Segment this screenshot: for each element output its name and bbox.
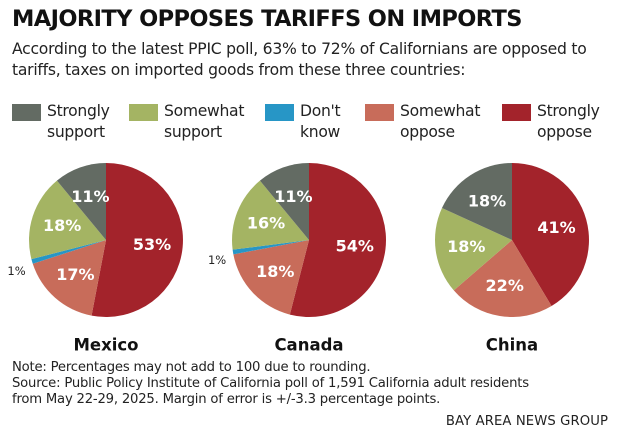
legend: Strongly support Somewhat support Don't … — [12, 101, 616, 147]
legend-label: Strongly support — [47, 101, 110, 143]
pie-slice-label: 22% — [486, 276, 524, 295]
pie-title: Canada — [274, 336, 343, 355]
pie-slice-strongly-support — [441, 163, 512, 240]
chart-subtitle: According to the latest PPIC poll, 63% t… — [12, 40, 587, 79]
pie-slice-label: 18% — [447, 237, 485, 256]
legend-swatch — [129, 104, 158, 121]
footnote: Note: Percentages may not add to 100 due… — [12, 360, 616, 408]
legend-label-line1: Strongly — [47, 102, 110, 120]
legend-swatch — [265, 104, 294, 121]
pie-chart-canada: 54% 18% 1% 16% 11% Canada — [208, 163, 387, 355]
pie-slice-label: 54% — [336, 236, 374, 255]
legend-swatch — [365, 104, 394, 121]
pie-slice-label: 11% — [274, 187, 312, 206]
pie-slice-somewhat-oppose — [32, 240, 106, 316]
pie-slice-somewhat-support — [232, 180, 309, 250]
pie-slice-don-t-know — [31, 240, 107, 264]
legend-label: Don't know — [300, 101, 341, 143]
legend-swatch — [12, 104, 41, 121]
pie-slice-strongly-support — [259, 163, 309, 240]
legend-label-line2: oppose — [400, 123, 455, 141]
pie-title: China — [486, 336, 538, 355]
pie-slice-strongly-oppose — [91, 163, 183, 317]
pie-slice-somewhat-support — [435, 208, 512, 291]
pie-slice-label: 18% — [468, 192, 506, 211]
pie-slice-somewhat-oppose — [233, 240, 309, 315]
legend-swatch — [502, 104, 531, 121]
legend-label: Strongly oppose — [537, 101, 600, 143]
source-line: from May 22-29, 2025. Margin of error is… — [12, 392, 441, 407]
legend-label-line2: support — [47, 123, 105, 141]
pie-slice-label: 17% — [56, 265, 94, 284]
pie-slice-label: 53% — [133, 235, 171, 254]
pie-slice-label: 18% — [43, 216, 81, 235]
legend-label-line2: know — [300, 123, 341, 141]
pie-slice-label: 18% — [256, 262, 294, 281]
legend-label-line1: Somewhat — [400, 102, 481, 120]
chart-title: MAJORITY OPPOSES TARIFFS ON IMPORTS — [12, 6, 522, 32]
pie-charts: 53% 17% 1% 18% 11% Mexico 54% 18% 1% 16% 11% Canad… — [0, 148, 620, 363]
pie-title: Mexico — [73, 336, 138, 355]
pie-slice-strongly-support — [56, 163, 106, 240]
pie-slice-strongly-oppose — [289, 163, 387, 317]
pie-slice-label: 1% — [7, 264, 25, 278]
legend-label: Somewhat support — [164, 101, 244, 143]
pie-slice-strongly-oppose — [512, 163, 589, 307]
source-line: Source: Public Policy Institute of Calif… — [12, 376, 529, 391]
pie-slice-label: 11% — [71, 187, 109, 206]
legend-label-line2: oppose — [537, 123, 592, 141]
legend-label: Somewhat oppose — [400, 101, 480, 143]
pie-chart-china: 41% 22% 18% 18% China — [435, 163, 589, 355]
legend-label-line1: Don't — [300, 102, 341, 120]
pie-slice-somewhat-oppose — [453, 240, 552, 317]
pie-slice-don-t-know — [232, 240, 309, 255]
pie-chart-mexico: 53% 17% 1% 18% 11% Mexico — [7, 163, 183, 355]
legend-label-line1: Strongly — [537, 102, 600, 120]
pie-slice-label: 1% — [208, 253, 226, 267]
pie-slice-label: 41% — [537, 218, 575, 237]
legend-label-line2: support — [164, 123, 222, 141]
legend-label-line1: Somewhat — [164, 102, 245, 120]
credit: BAY AREA NEWS GROUP — [445, 414, 608, 429]
note-line: Note: Percentages may not add to 100 due… — [12, 360, 371, 375]
pie-slice-somewhat-support — [29, 180, 106, 260]
pie-slice-label: 16% — [247, 214, 285, 233]
